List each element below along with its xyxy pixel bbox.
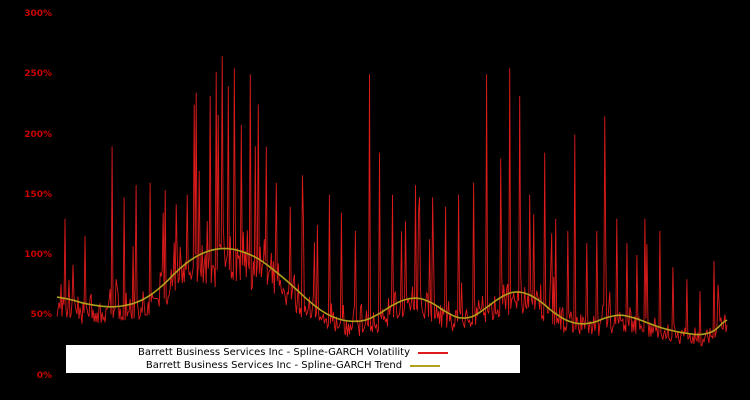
legend-entry-trend: Barrett Business Services Inc - Spline-G… <box>66 360 520 372</box>
legend-entry-volatility: Barrett Business Services Inc - Spline-G… <box>66 347 520 359</box>
legend-line-trend-icon <box>410 364 441 367</box>
y-tick-label: 50% <box>30 310 52 321</box>
y-tick-label: 150% <box>24 189 52 200</box>
y-tick-label: 200% <box>24 129 52 140</box>
volatility-series <box>56 56 728 347</box>
y-tick-label: 250% <box>24 69 52 80</box>
legend-label-trend: Barrett Business Services Inc - Spline-G… <box>145 360 403 371</box>
trend-series <box>56 247 728 336</box>
y-tick-label: 300% <box>24 9 52 19</box>
legend-label-volatility: Barrett Business Services Inc - Spline-G… <box>138 347 410 358</box>
y-tick-label: 100% <box>24 250 52 260</box>
legend-line-volatility-icon <box>417 351 448 354</box>
legend: Barrett Business Services Inc - Spline-G… <box>66 345 520 373</box>
y-tick-label: 0% <box>36 370 52 381</box>
